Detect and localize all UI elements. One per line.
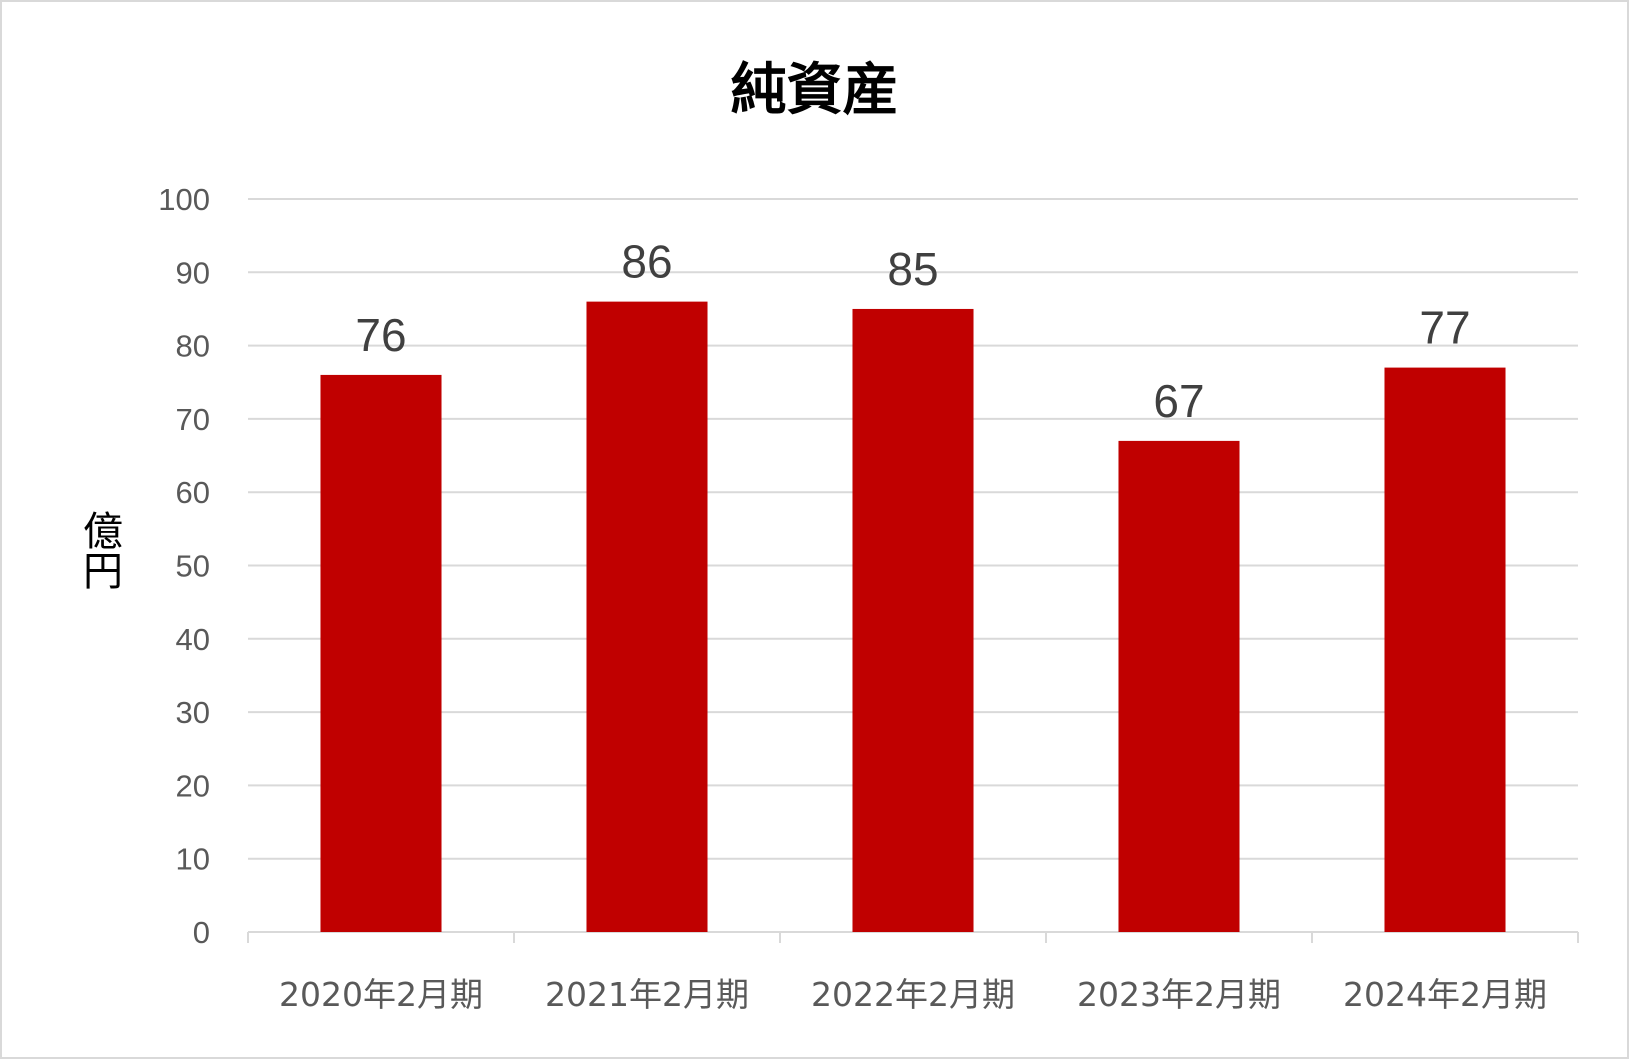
data-label: 85 <box>887 243 938 295</box>
y-tick-label: 30 <box>176 695 210 730</box>
chart-title: 純資産 <box>730 58 899 123</box>
y-axis-label: 億円 <box>76 510 122 590</box>
x-tick-label: 2021年2月期 <box>545 975 749 1014</box>
y-tick-label: 50 <box>176 549 210 584</box>
data-label: 76 <box>355 309 406 361</box>
y-tick-label: 100 <box>158 182 210 217</box>
bar <box>1384 367 1506 933</box>
data-label: 67 <box>1153 375 1204 427</box>
data-label: 77 <box>1419 302 1470 354</box>
data-label: 86 <box>621 236 672 288</box>
bar <box>1118 440 1240 932</box>
x-tick-label: 2020年2月期 <box>279 975 483 1014</box>
y-tick-label: 70 <box>176 402 210 437</box>
bar <box>586 301 708 932</box>
x-tick-label: 2024年2月期 <box>1343 975 1547 1014</box>
bar <box>852 308 974 932</box>
x-tick-label: 2023年2月期 <box>1077 975 1281 1014</box>
y-tick-label: 20 <box>176 768 210 803</box>
y-tick-label: 90 <box>176 255 210 290</box>
y-tick-label: 10 <box>176 842 210 877</box>
y-tick-label: 60 <box>176 475 210 510</box>
y-tick-label: 40 <box>176 622 210 657</box>
y-tick-label: 80 <box>176 329 210 364</box>
x-tick-label: 2022年2月期 <box>811 975 1015 1014</box>
y-tick-label: 0 <box>193 915 210 950</box>
bar <box>320 374 442 932</box>
